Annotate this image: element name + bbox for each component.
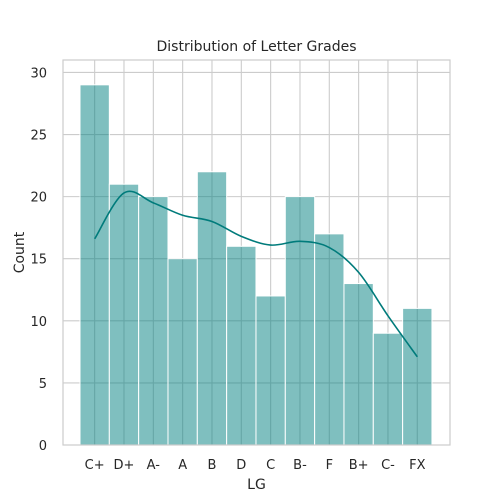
x-tick-label: F <box>326 458 333 473</box>
bar-B+ <box>343 283 374 446</box>
y-tick-label: 20 <box>30 191 47 206</box>
x-tick-label: C+ <box>85 458 105 473</box>
y-axis-label: Count <box>12 231 28 273</box>
bar-C <box>255 295 286 446</box>
x-tick-label: B <box>208 458 217 473</box>
y-tick-label: 10 <box>30 315 47 330</box>
bar-C+ <box>79 84 110 446</box>
x-tick-label: A <box>178 458 187 473</box>
bar-A <box>167 258 198 446</box>
y-tick-labels: 0 5 10 15 20 25 30 <box>30 66 47 454</box>
x-tick-label: B+ <box>349 458 369 473</box>
plot-frame <box>62 59 451 446</box>
bar-B <box>196 171 228 446</box>
x-tick-labels: C+ D+ A- A B D C B- F B+ C- FX <box>85 458 426 473</box>
y-tick-label: 15 <box>30 253 47 268</box>
bar-C- <box>372 332 404 446</box>
x-tick-label: B- <box>293 458 307 473</box>
x-tick-label: FX <box>409 458 425 473</box>
bar-FX <box>402 307 433 446</box>
x-tick-label: D+ <box>114 458 135 473</box>
bar-A- <box>138 196 169 446</box>
bar-D <box>226 245 257 446</box>
kde-line-layer <box>93 190 418 358</box>
y-tick-label: 25 <box>30 129 47 144</box>
x-tick-label: C <box>266 458 275 473</box>
x-tick-label: A- <box>147 458 161 473</box>
x-axis-label: LG <box>247 477 266 493</box>
x-tick-label: D <box>236 458 246 473</box>
bars-layer <box>79 84 433 446</box>
kde-line <box>93 190 418 358</box>
y-tick-label: 5 <box>39 377 47 392</box>
y-tick-label: 30 <box>30 66 47 81</box>
y-tick-label: 0 <box>39 439 47 454</box>
x-tick-label: C- <box>381 458 395 473</box>
bar-B- <box>284 196 316 446</box>
bar-D+ <box>108 183 140 446</box>
chart-title: Distribution of Letter Grades <box>156 39 356 55</box>
bar-F <box>314 233 345 446</box>
